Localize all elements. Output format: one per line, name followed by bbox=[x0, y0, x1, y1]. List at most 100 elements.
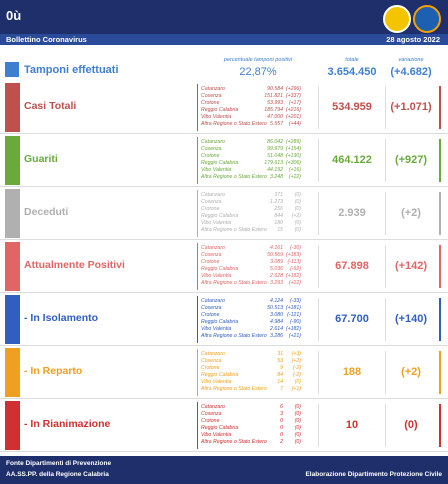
section-change: (+927) bbox=[394, 154, 428, 166]
province-value: 50.513 bbox=[267, 305, 283, 311]
province-change: (+17) bbox=[288, 100, 301, 106]
province-name: Catanzaro bbox=[201, 139, 225, 145]
province-name: Vibo Valentia bbox=[201, 432, 232, 438]
province-value: 5.557 bbox=[270, 121, 283, 127]
tamponi-label: Tamponi effettuati bbox=[24, 64, 119, 76]
province-value: 31 bbox=[277, 351, 283, 357]
section-label: Attualmente Positivi bbox=[24, 259, 125, 271]
separator bbox=[385, 351, 386, 394]
section-change: (+2) bbox=[401, 366, 421, 378]
province-change: (-33) bbox=[290, 298, 301, 304]
province-value: 3.248 bbox=[270, 174, 283, 180]
logo bbox=[413, 5, 441, 33]
province-value: 180 bbox=[274, 220, 283, 226]
separator bbox=[385, 404, 386, 447]
province-name: Reggio Calabria bbox=[201, 160, 239, 166]
province-row: Altra Regione o Stato Estero 3.293 (+22) bbox=[201, 280, 301, 287]
province-change: (+130) bbox=[285, 153, 301, 159]
province-change: (+22) bbox=[288, 174, 301, 180]
province-value: 371 bbox=[274, 192, 283, 198]
province-change: (+289) bbox=[285, 139, 301, 145]
province-value: 151.821 bbox=[264, 93, 283, 99]
province-value: 179.613 bbox=[264, 160, 283, 166]
subheader-bar bbox=[0, 34, 448, 45]
province-row: Vibo Valentia 2.628 (+182) bbox=[201, 273, 301, 280]
province-list: Catanzaro 90.584 (+296) Cosenza 151.821 (+337… bbox=[197, 84, 302, 131]
province-change: (+2) bbox=[291, 358, 301, 364]
province-name: Vibo Valentia bbox=[201, 379, 232, 385]
province-row: Altra Regione o Stato Estero 3.286 (+21) bbox=[201, 333, 301, 340]
province-row: Cosenza 99.979 (+154) bbox=[201, 146, 301, 153]
bar bbox=[5, 401, 20, 450]
separator bbox=[318, 298, 319, 341]
province-change: (-121) bbox=[287, 312, 301, 318]
section-total: 67.898 bbox=[335, 260, 369, 272]
section: - In Isolamento Catanzaro 4.124 (-33) Cosenz… bbox=[0, 294, 448, 346]
province-row: Crotone 3.089 (-113) bbox=[201, 259, 301, 266]
province-change: (+306) bbox=[285, 160, 301, 166]
province-change: (0) bbox=[294, 418, 301, 424]
province-row: Vibo Valentia 2.614 (+182) bbox=[201, 326, 301, 333]
province-name: Cosenza bbox=[201, 358, 222, 364]
province-change: (0) bbox=[294, 432, 301, 438]
province-row: Crotone 51.048 (+130) bbox=[201, 153, 301, 160]
province-value: 2.614 bbox=[270, 326, 283, 332]
province-name: Cosenza bbox=[201, 146, 222, 152]
province-row: Reggio Calabria 844 (+2) bbox=[201, 213, 301, 220]
province-list: Catanzaro 86.042 (+289) Cosenza 99.979 (+154)… bbox=[197, 137, 302, 184]
province-row: Vibo Valentia 44.192 (+16) bbox=[201, 167, 301, 174]
province-row: Vibo Valentia 180 (0) bbox=[201, 220, 301, 227]
province-value: 2.628 bbox=[270, 273, 283, 279]
separator bbox=[318, 245, 319, 288]
logo bbox=[383, 5, 411, 33]
province-value: 0 bbox=[280, 418, 283, 424]
province-name: Crotone bbox=[201, 100, 220, 106]
section-total: 2.939 bbox=[338, 207, 366, 219]
province-row: Catanzaro 4.124 (-33) bbox=[201, 298, 301, 305]
province-change: (0) bbox=[294, 199, 301, 205]
province-name: Cosenza bbox=[201, 199, 222, 205]
province-row: Crotone 256 (0) bbox=[201, 206, 301, 213]
separator bbox=[318, 404, 319, 447]
bar bbox=[5, 189, 20, 238]
province-value: 6 bbox=[280, 404, 283, 410]
province-change: (-92) bbox=[290, 266, 301, 272]
change: (+4.682) bbox=[390, 66, 432, 78]
province-row: Reggio Calabria 4.984 (-90) bbox=[201, 319, 301, 326]
province-name: Cosenza bbox=[201, 93, 222, 99]
province-change: (+337) bbox=[285, 93, 301, 99]
separator bbox=[385, 86, 386, 129]
province-value: 3 bbox=[280, 411, 283, 417]
section: - In Reparto Catanzaro 31 (+3) Cosenza 53 (+2)… bbox=[0, 347, 448, 399]
province-row: Cosenza 151.821 (+337) bbox=[201, 93, 301, 100]
province-name: Vibo Valentia bbox=[201, 273, 232, 279]
bar bbox=[5, 242, 20, 291]
bar bbox=[5, 62, 19, 77]
section-label: - In Reparto bbox=[24, 365, 83, 377]
edge-line bbox=[439, 298, 441, 341]
province-name: Vibo Valentia bbox=[201, 326, 232, 332]
province-row: Cosenza 53 (+2) bbox=[201, 358, 301, 365]
province-value: 2 bbox=[280, 439, 283, 445]
province-change: (0) bbox=[294, 220, 301, 226]
province-row: Cosenza 3 (0) bbox=[201, 411, 301, 418]
subtitle: Bollettino Coronavirus bbox=[6, 35, 87, 44]
section-total: 464.122 bbox=[332, 154, 372, 166]
province-name: Catanzaro bbox=[201, 192, 225, 198]
province-name: Altra Regione o Stato Estero bbox=[201, 280, 267, 286]
edge-line bbox=[439, 139, 441, 182]
province-change: (+181) bbox=[285, 305, 301, 311]
section-change: (+1.071) bbox=[390, 101, 432, 113]
province-change: (0) bbox=[294, 192, 301, 198]
province-change: (+1) bbox=[291, 386, 301, 392]
province-row: Altra Regione o Stato Estero 2 (0) bbox=[201, 439, 301, 446]
province-row: Cosenza 1.273 (0) bbox=[201, 199, 301, 206]
province-change: (+296) bbox=[285, 86, 301, 92]
province-name: Reggio Calabria bbox=[201, 319, 239, 325]
province-list: Catanzaro 371 (0) Cosenza 1.273 (0) Crotone 256… bbox=[197, 190, 302, 237]
province-change: (0) bbox=[294, 227, 301, 233]
province-row: Catanzaro 90.584 (+296) bbox=[201, 86, 301, 93]
change-label: variazione bbox=[398, 57, 424, 63]
province-value: 51.048 bbox=[267, 153, 283, 159]
province-row: Altra Regione o Stato Estero 5.557 (+44) bbox=[201, 121, 301, 128]
